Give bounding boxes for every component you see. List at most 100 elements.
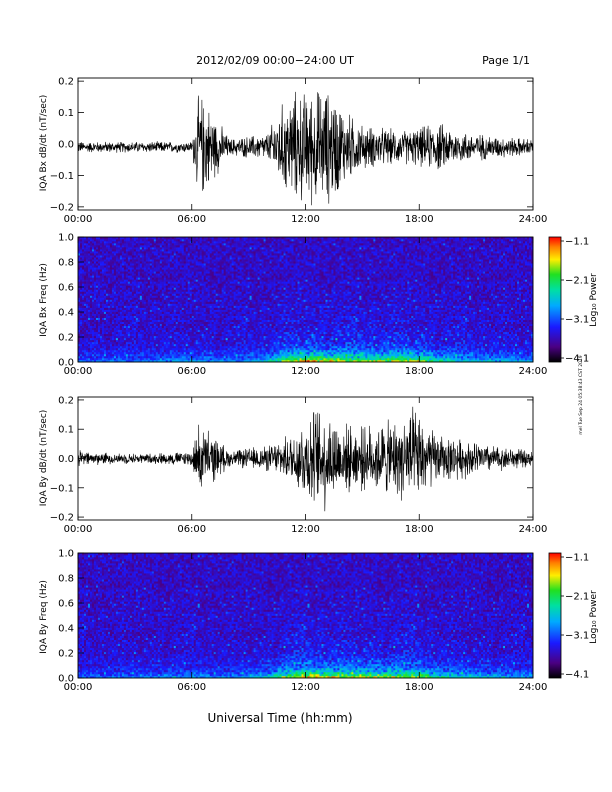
spectrogram-cell [192,257,194,259]
spectrogram-cell [146,259,148,261]
spectrogram-cell [110,304,112,306]
spectrogram-cell [90,291,92,293]
spectrogram-cell [98,291,100,293]
spectrogram-cell [208,289,210,291]
spectrogram-cell [98,324,100,326]
spectrogram-cell [212,320,214,322]
spectrogram-cell [118,342,120,344]
spectrogram-cell [186,263,188,265]
spectrogram-cell [104,267,106,269]
spectrogram-cell [162,273,164,275]
spectrogram-cell [162,249,164,251]
spectrogram-cell [134,283,136,285]
spectrogram-cell [140,342,142,344]
spectrogram-cell [86,297,88,299]
spectrogram-cell [208,281,210,283]
spectrogram-cell [150,310,152,312]
spectrogram-cell [212,352,214,354]
spectrogram-cell [126,350,128,352]
spectrogram-cell [128,316,130,318]
spectrogram-cell [198,334,200,336]
spectrogram-cell [94,283,96,285]
spectrogram-cell [80,277,82,279]
spectrogram-cell [136,318,138,320]
spectrogram-cell [122,304,124,306]
spectrogram-cell [100,245,102,247]
spectrogram-cell [118,279,120,281]
spectrogram-cell [194,340,196,342]
spectrogram-cell [190,259,192,261]
spectrogram-cell [186,241,188,243]
spectrogram-cell [220,304,222,306]
spectrogram-cell [138,352,140,354]
spectrogram-cell [182,300,184,302]
spectrogram-cell [110,289,112,291]
spectrogram-cell [88,338,90,340]
spectrogram-cell [218,320,220,322]
spectrogram-cell [160,342,162,344]
spectrogram-cell [214,336,216,338]
spectrogram-cell [140,263,142,265]
spectrogram-cell [142,306,144,308]
spectrogram-cell [158,330,160,332]
spectrogram-cell [140,356,142,358]
spectrogram-cell [116,352,118,354]
spectrogram-cell [110,328,112,330]
spectrogram-cell [176,253,178,255]
spectrogram-cell [214,348,216,350]
spectrogram-cell [126,289,128,291]
spectrogram-cell [206,354,208,356]
spectrogram-cell [214,330,216,332]
spectrogram-cell [220,259,222,261]
spectrogram-cell [194,261,196,263]
spectrogram-cell [220,300,222,302]
spectrogram-cell [192,255,194,257]
spectrogram-cell [206,265,208,267]
spectrogram-cell [92,263,94,265]
spectrogram-cell [86,328,88,330]
spectrogram-cell [142,273,144,275]
spectrogram-cell [152,275,154,277]
spectrogram-cell [80,275,82,277]
spectrogram-cell [170,241,172,243]
spectrogram-cell [114,253,116,255]
spectrogram-cell [84,277,86,279]
spectrogram-cell [170,239,172,241]
spectrogram-cell [200,342,202,344]
spectrogram-cell [218,348,220,350]
spectrogram-cell [170,297,172,299]
spectrogram-cell [92,318,94,320]
spectrogram-cell [148,273,150,275]
spectrogram-cell [218,267,220,269]
spectrogram-cell [202,346,204,348]
spectrogram-cell [196,259,198,261]
spectrogram-cell [80,267,82,269]
spectrogram-cell [92,247,94,249]
spectrogram-cell [134,308,136,310]
spectrogram-cell [192,263,194,265]
spectrogram-cell [108,326,110,328]
spectrogram-cell [160,293,162,295]
spectrogram-cell [94,259,96,261]
spectrogram-cell [94,334,96,336]
spectrogram-cell [178,277,180,279]
spectrogram-cell [208,332,210,334]
spectrogram-cell [92,273,94,275]
spectrogram-cell [124,253,126,255]
spectrogram-cell [122,269,124,271]
spectrogram-cell [214,283,216,285]
spectrogram-cell [154,281,156,283]
spectrogram-cell [214,354,216,356]
spectrogram-cell [188,259,190,261]
spectrogram-cell [130,346,132,348]
spectrogram-cell [104,342,106,344]
spectrogram-cell [196,243,198,245]
spectrogram-cell [194,356,196,358]
spectrogram-cell [120,239,122,241]
spectrogram-cell [102,310,104,312]
spectrogram-cell [180,257,182,259]
spectrogram-cell [206,340,208,342]
spectrogram-cell [178,243,180,245]
spectrogram-cell [118,300,120,302]
spectrogram-cell [130,251,132,253]
